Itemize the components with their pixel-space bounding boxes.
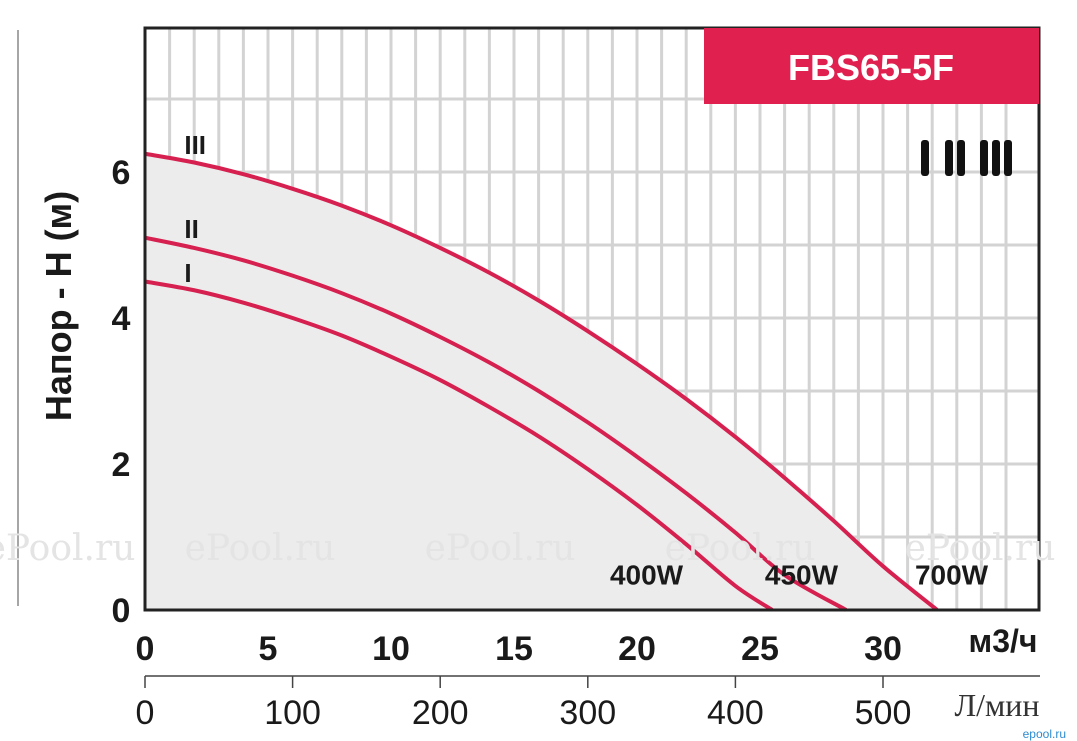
series-label-iii: III bbox=[184, 130, 206, 160]
y-tick-label: 4 bbox=[112, 300, 131, 338]
x-tick-label: 30 bbox=[864, 630, 902, 668]
power-label-iii: 700W bbox=[915, 559, 989, 590]
speed-bar-icon bbox=[1004, 140, 1012, 176]
watermark-text: ePool.ru bbox=[0, 528, 135, 569]
series-label-ii: II bbox=[184, 214, 198, 244]
x-tick-label: 25 bbox=[741, 630, 779, 668]
watermark-text: ePool.ru bbox=[665, 528, 816, 569]
x-axis-ticks: 0 5 10 15 20 25 30 bbox=[136, 630, 902, 668]
speed-indicator-icon bbox=[921, 140, 1012, 176]
secondary-tick-label: 100 bbox=[264, 694, 321, 732]
series-line-iii bbox=[144, 151, 939, 612]
watermark-text: ePool.ru bbox=[425, 528, 576, 569]
power-label-ii: 450W bbox=[765, 559, 839, 590]
secondary-tick-label: 400 bbox=[707, 694, 764, 732]
y-axis-label: Напор - Н (м) bbox=[38, 191, 79, 421]
x-tick-label: 10 bbox=[372, 630, 410, 668]
x-tick-label: 5 bbox=[259, 630, 278, 668]
x-tick-label: 0 bbox=[136, 630, 155, 668]
watermark-text: ePool.ru bbox=[185, 528, 336, 569]
operating-region-fill bbox=[145, 153, 938, 610]
x-tick-label: 15 bbox=[495, 630, 533, 668]
series-line-i bbox=[144, 279, 774, 612]
x-tick-label: 20 bbox=[618, 630, 656, 668]
secondary-tick-label: 200 bbox=[412, 694, 469, 732]
series-line-ii bbox=[144, 235, 848, 612]
speed-bar-icon bbox=[957, 140, 965, 176]
secondary-axis-ticks: 0 100 200 300 400 500 bbox=[136, 676, 912, 732]
y-tick-label: 2 bbox=[112, 446, 131, 484]
watermark-group: ePool.ru ePool.ru ePool.ru ePool.ru ePool.ru… bbox=[0, 528, 1066, 741]
y-tick-label: 6 bbox=[112, 154, 131, 192]
watermark-small: epool.ru bbox=[1023, 727, 1066, 741]
speed-bar-icon bbox=[992, 140, 1000, 176]
title-box bbox=[704, 28, 1039, 104]
y-tick-label: 0 bbox=[112, 592, 131, 630]
series-label-i: I bbox=[184, 258, 191, 288]
secondary-tick-label: 500 bbox=[855, 694, 912, 732]
chart-title: FBS65-5F bbox=[788, 47, 954, 88]
secondary-tick-label: 300 bbox=[559, 694, 616, 732]
speed-bar-icon bbox=[980, 140, 988, 176]
secondary-tick-label: 0 bbox=[136, 694, 155, 732]
y-axis-ticks: 0 2 4 6 bbox=[112, 154, 131, 630]
secondary-axis-label: Л/мин bbox=[954, 687, 1039, 723]
watermark-text: ePool.ru bbox=[905, 528, 1056, 569]
speed-bar-icon bbox=[921, 140, 929, 176]
x-axis-label: м3/ч bbox=[969, 623, 1038, 659]
power-label-i: 400W bbox=[610, 559, 684, 590]
plot-frame-top bbox=[143, 26, 1041, 612]
speed-bar-icon bbox=[945, 140, 953, 176]
